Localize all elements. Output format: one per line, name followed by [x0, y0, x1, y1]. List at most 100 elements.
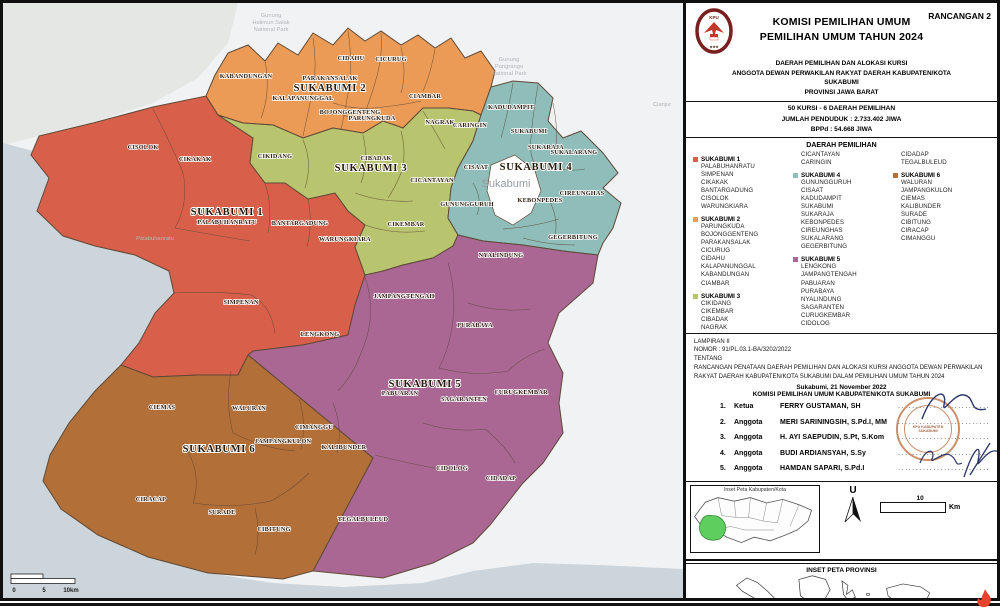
- sukabumi-city-area: [486, 154, 542, 226]
- kecamatan-item: SUKALARANG: [801, 235, 844, 243]
- map-label-parungkuda: PARUNGKUDA: [348, 115, 395, 122]
- subtitle-line-2: ANGGOTA DEWAN PERWAKILAN RAKYAT DAERAH K…: [732, 69, 951, 77]
- map-label-jampangtengah: JAMPANGTENGAH: [374, 293, 435, 300]
- map-label-cicantayan: CICANTAYAN: [410, 177, 454, 184]
- stats-line-2: JUMLAH PENDUDUK : 2.733.402 JIWA: [781, 115, 902, 123]
- panel-header: KPU ★★★ RANCANGAN 2 KOMISI PEMILIHAN UMU…: [686, 3, 997, 57]
- kecamatan-item: CIKIDANG: [701, 299, 732, 307]
- north-arrow-icon: [844, 496, 861, 523]
- dapil-name: SUKABUMI 3: [701, 292, 741, 300]
- map-label-curugkembar: CURUGKEMBAR: [494, 389, 548, 396]
- map-label-warungkiara: WARUNGKIARA: [319, 236, 371, 243]
- kecamatan-item: SUKABUMI: [801, 203, 834, 211]
- kecamatan-item: PALABUHANRATU: [701, 163, 755, 171]
- kecamatan-item: JAMPANGTENGAH: [801, 271, 857, 279]
- scale-value: 10: [916, 495, 924, 503]
- official-row: 4. Anggota BUDI ARDIANSYAH, S.Sy..........…: [720, 450, 997, 466]
- kecamatan-item: CIKEMBAR: [701, 307, 734, 315]
- map-label-surade: SURADE: [208, 509, 235, 516]
- map-label-cidadap: CIDADAP: [486, 475, 516, 482]
- map-label-cianjur: Cianjur: [653, 102, 671, 108]
- legend-column-2: CICANTAYAN CARINGIN SUKABUMI 4 GUNUNGGURUH C…: [793, 151, 890, 333]
- map-label-jampangkulon: JAMPANGKULON: [255, 438, 312, 445]
- map-label-tegalbuleud: TEGALBULEUD: [338, 516, 389, 523]
- official-number: 1.: [720, 403, 726, 411]
- map-label-kabandungan: KABANDUNGAN: [220, 73, 273, 80]
- official-role: Anggota: [734, 449, 763, 457]
- kecamatan-item: CURUGKEMBAR: [801, 311, 851, 319]
- signature-dotted-line: ........................................: [898, 465, 988, 473]
- map-label-cikakak: CIKAKAK: [179, 156, 211, 163]
- insets-row: Inset Peta Kabupaten/Kota U 10: [686, 481, 997, 559]
- map-label-kalapanunggal: KALAPANUNGGAL: [273, 95, 334, 102]
- lampiran-block: LAMPIRAN II NOMOR : 91/PL.03.1-BA/3202/2…: [686, 333, 997, 381]
- map-region-sukabumi-4: [447, 80, 622, 256]
- map-label-waluran: WALURAN: [232, 405, 266, 412]
- kecamatan-item: PARUNGKUDA: [701, 223, 745, 231]
- official-number: 4.: [720, 449, 726, 457]
- province-inset-section: INSET PETA PROVINSI: [686, 559, 997, 598]
- kecamatan-item: KALAPANUNGGAL: [701, 263, 756, 271]
- north-label: U: [849, 485, 857, 497]
- dapil-legend: SUKABUMI 1 PALABUHANRATU SIMPENAN CIKAKAK BA…: [686, 151, 997, 333]
- map-label-pabuaran: PABUARAN: [382, 390, 419, 397]
- dapil-color-swatch: [693, 157, 698, 163]
- map-label-sukabumi: SUKABUMI: [511, 128, 548, 135]
- map-label-sukalarang: SUKALARANG: [551, 149, 598, 156]
- legend-title: DAERAH PEMILIHAN: [806, 142, 877, 150]
- map-label-ciemas: CIEMAS: [149, 404, 176, 411]
- kecamatan-item: CIDADAP: [901, 151, 929, 159]
- dapil-header: SUKABUMI 1: [693, 156, 790, 163]
- kecamatan-item: NAGRAK: [701, 323, 728, 331]
- flame-logo-icon: [977, 588, 991, 608]
- kecamatan-item: CIRACAP: [901, 227, 929, 235]
- kpu-logo-icon: KPU ★★★: [695, 8, 733, 54]
- kecamatan-item: LENGKONG: [801, 263, 837, 271]
- map-label-national-park: National Park: [492, 71, 527, 77]
- official-role: Anggota: [734, 418, 763, 426]
- kecamatan-item: CISAAT: [801, 187, 824, 195]
- kecamatan-item: CIAMBAR: [701, 279, 730, 287]
- map-label-gunung: Gunung: [261, 13, 282, 19]
- map-region-sukabumi-6: [42, 354, 374, 580]
- map-label-nagrak: NAGRAK: [425, 119, 454, 126]
- official-name: HAMDAN SAPARI, S.Pd.I: [780, 465, 865, 473]
- kecamatan-item: CIKAKAK: [701, 179, 729, 187]
- map-label-caringin: CARINGIN: [453, 122, 487, 129]
- map-label-cimanggu: CIMANGGU: [295, 424, 333, 431]
- subtitle-line-1: DAERAH PEMILIHAN DAN ALOKASI KURSI: [775, 60, 908, 67]
- dapil-name: SUKABUMI 5: [801, 256, 841, 264]
- dapil-header: SUKABUMI 6: [893, 172, 990, 179]
- map-label-pangrango: Pangrango: [495, 64, 523, 70]
- kecamatan-item: SIMPENAN: [701, 171, 734, 179]
- map-label-bojonggenteng: BOJONGGENTENG: [320, 109, 381, 116]
- official-name: BUDI ARDIANSYAH, S.Sy: [780, 449, 866, 457]
- map-label-sukabumi-5: SUKABUMI 5: [389, 379, 462, 390]
- map-label-sukabumi-2: SUKABUMI 2: [294, 83, 367, 94]
- lampiran-body: RANCANGAN PENATAAN DAERAH PEMILIHAN DAN …: [694, 365, 983, 380]
- map-label-cisaat: CISAAT: [464, 164, 489, 171]
- map-label-cibitung: CIBITUNG: [257, 526, 290, 533]
- map-scalebar: 0 5 10km: [10, 573, 79, 594]
- panel-scalebar: 10 Km: [880, 495, 960, 514]
- map-label-sukaraja: SUKARAJA: [528, 144, 564, 151]
- svg-text:★★★: ★★★: [708, 45, 718, 49]
- north-indicator: U: [832, 485, 874, 529]
- map-label-sagaranten: SAGARANTEN: [441, 396, 487, 403]
- map-label-ciambar: CIAMBAR: [409, 93, 441, 100]
- legend-column-1: SUKABUMI 1 PALABUHANRATU SIMPENAN CIKAKAK BA…: [693, 151, 790, 333]
- bottom-strip: [0, 601, 1000, 611]
- map-label-sukabumi-1: SUKABUMI 1: [191, 207, 264, 218]
- map-label-national-park: National Park: [254, 27, 289, 33]
- kecamatan-item: KALIBUNDER: [901, 203, 941, 211]
- official-number: 2.: [720, 418, 726, 426]
- kecamatan-item: CIREUNGHAS: [801, 227, 843, 235]
- kecamatan-item: PURABAYA: [801, 287, 835, 295]
- subtitle-line-3: SUKABUMI: [824, 79, 859, 87]
- kecamatan-item: GEGERBITUNG: [801, 243, 848, 251]
- kecamatan-item: GUNUNGGURUH: [801, 179, 852, 187]
- map-label-ciracap: CIRACAP: [136, 496, 166, 503]
